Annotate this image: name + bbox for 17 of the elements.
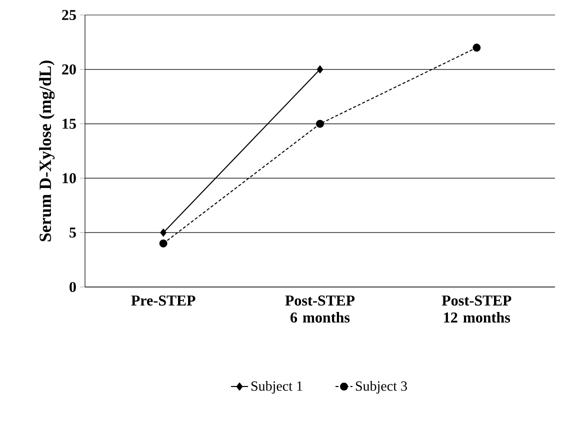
point — [316, 65, 324, 74]
y-tick-label: 15 — [62, 118, 76, 129]
y-tick-label: 25 — [62, 10, 76, 20]
y-axis-title: Serum D-Xylose (mg/dL) — [39, 60, 55, 242]
legend-label: Subject 1 — [251, 380, 302, 394]
x-tick-label: Post-STEP 6 months — [285, 296, 355, 323]
x-tick-label: Post-STEP 12 months — [442, 296, 512, 323]
point — [316, 120, 324, 128]
y-tick-label: 20 — [62, 64, 76, 74]
point — [160, 228, 166, 237]
y-tick-label: 10 — [62, 173, 76, 184]
x-tick-label: Pre-STEP — [131, 296, 196, 306]
point — [472, 44, 481, 52]
y-tick-label: 0 — [70, 282, 76, 292]
legend-label: Subject 3 — [356, 380, 407, 394]
y-tick-label: 5 — [70, 228, 76, 238]
point — [159, 239, 168, 248]
